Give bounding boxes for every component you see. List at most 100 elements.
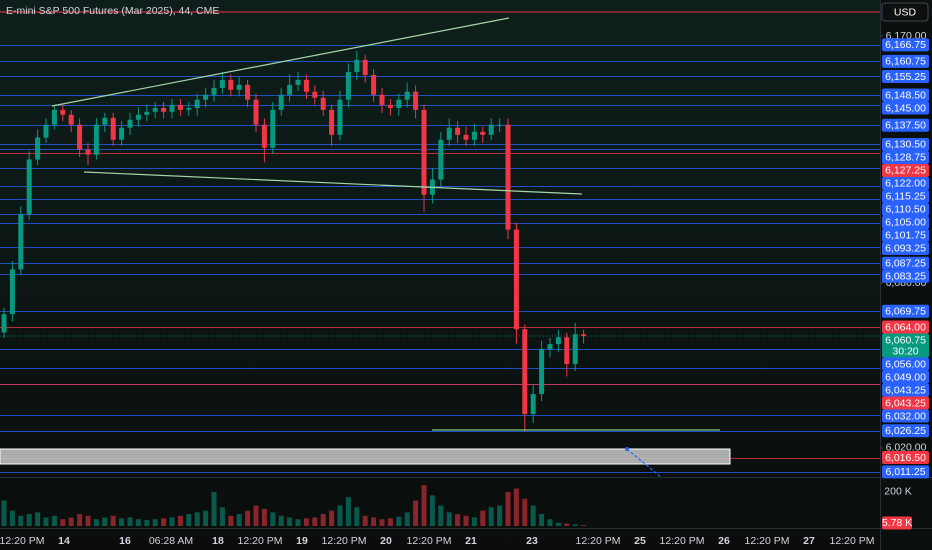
volume-bar	[161, 518, 167, 526]
candle-body	[513, 229, 519, 330]
x-tick-label: 16	[119, 535, 131, 547]
x-tick-label: 12:20 PM	[238, 535, 283, 547]
candle-body	[371, 74, 377, 95]
candle-body	[278, 94, 284, 110]
candle-body	[135, 114, 141, 120]
price-label-box	[882, 202, 929, 216]
candle-body	[379, 94, 385, 105]
trend-line[interactable]	[83, 171, 583, 195]
candle-body	[77, 124, 83, 150]
price-label: 6,105.00	[885, 217, 926, 229]
volume-bar	[85, 515, 91, 526]
candle-body	[287, 84, 293, 95]
price-label-box	[882, 176, 929, 190]
volume-bar	[144, 520, 150, 526]
volume-bar	[93, 519, 99, 526]
candle-body	[396, 99, 402, 108]
candle-body	[228, 79, 234, 90]
volume-bar	[110, 515, 116, 526]
price-label-box	[882, 101, 929, 115]
price-label: 6,127.25	[885, 165, 926, 177]
volume-bar	[379, 519, 385, 526]
candle-body	[85, 149, 91, 155]
x-tick-label: 12:20 PM	[576, 535, 621, 547]
price-label: 6,043.25	[885, 384, 926, 396]
candle-body	[219, 79, 225, 88]
price-label: 6,026.25	[885, 425, 926, 437]
price-label-box	[882, 38, 929, 52]
volume-bar	[320, 514, 326, 526]
candle-body	[547, 344, 553, 350]
volume-bar	[68, 517, 74, 526]
countdown: 30:20	[892, 345, 918, 357]
x-tick-label: 18	[212, 535, 224, 547]
candle-body	[581, 334, 587, 336]
volume-bar	[1, 500, 7, 526]
volume-bar	[488, 507, 494, 526]
x-tick-label: 23	[526, 535, 538, 547]
price-label: 6,166.75	[885, 39, 926, 51]
projection-point[interactable]	[625, 447, 629, 451]
candle-body	[211, 87, 217, 95]
volume-bar	[572, 524, 578, 526]
candle-body	[43, 124, 49, 138]
volume-bar	[203, 510, 209, 526]
volume-bar	[480, 510, 486, 526]
candle-body	[144, 111, 150, 115]
volume-bar	[555, 522, 561, 526]
projection-line[interactable]	[626, 448, 663, 479]
candle-body	[555, 337, 561, 345]
candle-body	[161, 107, 167, 112]
price-label-box	[882, 370, 929, 384]
candle-body	[60, 109, 66, 115]
price-label: 6,093.25	[885, 243, 926, 255]
volume-bar	[102, 517, 108, 526]
x-tick-label: 14	[58, 535, 70, 547]
candle-body	[530, 394, 536, 415]
candle-body	[93, 124, 99, 155]
price-label-box	[882, 69, 929, 83]
price-label: 6,087.25	[885, 257, 926, 269]
volume-bar	[35, 512, 41, 526]
volume-bar	[513, 488, 519, 526]
volume-last-box	[882, 516, 912, 530]
volume-bar	[26, 514, 32, 526]
price-label: 6,064.00	[885, 321, 926, 333]
trend-line[interactable]	[51, 17, 510, 107]
candle-body	[270, 109, 276, 148]
price-label: 6,016.50	[885, 452, 926, 464]
currency-button[interactable]	[881, 2, 929, 22]
candle-body	[505, 124, 511, 230]
volume	[1, 485, 587, 526]
volume-bar	[236, 514, 242, 526]
currency-label[interactable]: USD	[894, 6, 917, 18]
volume-bar	[186, 514, 192, 526]
x-tick-label: 12:20 PM	[660, 535, 705, 547]
candle-body	[119, 127, 125, 140]
candle-body	[413, 91, 419, 110]
volume-bar	[387, 518, 393, 526]
price-label: 6,145.00	[885, 102, 926, 114]
candle-body	[186, 107, 192, 110]
x-tick-label: 12:20 PM	[322, 535, 367, 547]
price-label-box	[882, 451, 929, 465]
candle-body	[110, 117, 116, 140]
candle-body	[471, 131, 477, 140]
price-label: 6,060.75	[885, 334, 926, 346]
volume-bar	[278, 515, 284, 526]
x-tick-label: 06:28 AM	[149, 535, 193, 547]
x-tick-label: 12:20 PM	[745, 535, 790, 547]
volume-bar	[312, 517, 318, 526]
price-label-box	[882, 383, 929, 397]
candle-body	[329, 109, 335, 135]
volume-bar	[287, 517, 293, 526]
candle-body	[236, 84, 242, 90]
candle-body	[488, 124, 494, 135]
price-label: 6,083.25	[885, 270, 926, 282]
price-axis: 6,170.006,080.006,020.006,166.756,160.75…	[880, 30, 929, 530]
price-label: 6,155.25	[885, 71, 926, 83]
candle-body	[463, 134, 469, 140]
candle-body	[26, 159, 32, 215]
x-tick-label: 20	[380, 535, 392, 547]
